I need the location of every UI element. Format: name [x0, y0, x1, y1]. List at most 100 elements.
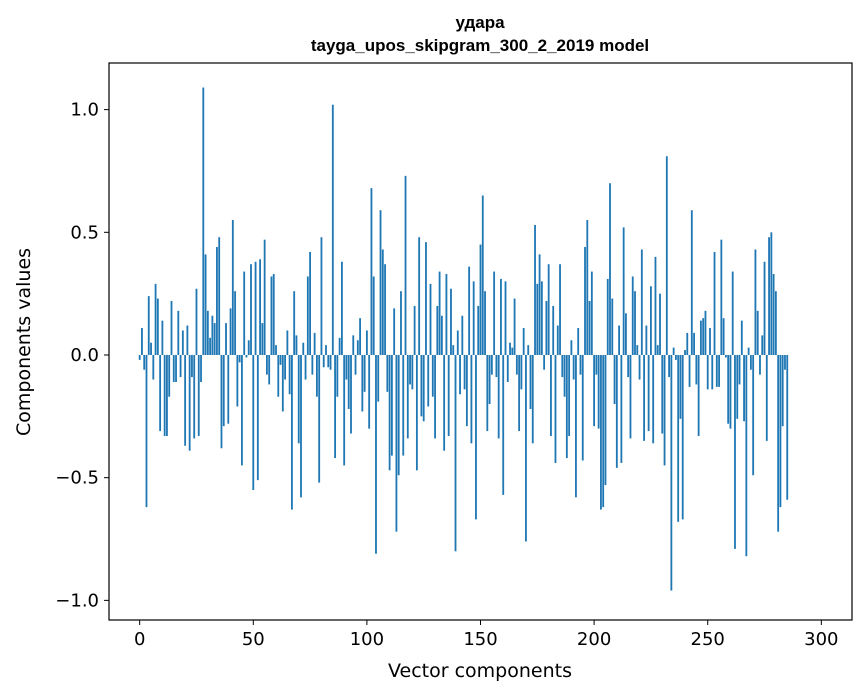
- bar: [320, 237, 323, 355]
- bar: [652, 355, 655, 444]
- bar: [356, 340, 359, 355]
- bar: [170, 301, 173, 355]
- bar: [629, 355, 632, 439]
- bar: [656, 345, 659, 355]
- bar: [418, 237, 421, 355]
- bar: [663, 355, 666, 466]
- bar: [284, 355, 286, 380]
- bar: [231, 220, 234, 355]
- bar: [770, 232, 773, 355]
- bar: [452, 345, 455, 355]
- bar: [268, 355, 271, 385]
- bar: [534, 224, 536, 355]
- bar: [227, 355, 230, 424]
- bar: [529, 355, 532, 409]
- bar: [277, 355, 280, 397]
- bar: [731, 271, 734, 355]
- bar: [625, 313, 627, 355]
- bar: [754, 249, 757, 355]
- bar: [261, 323, 264, 355]
- bar: [486, 355, 489, 432]
- bar: [720, 239, 723, 355]
- bar: [195, 288, 198, 355]
- bar: [699, 320, 702, 355]
- bar: [238, 355, 241, 363]
- bar: [454, 355, 457, 552]
- bar: [536, 283, 539, 355]
- bar: [247, 340, 250, 355]
- bar: [729, 355, 732, 429]
- bar: [727, 355, 730, 424]
- bar: [259, 259, 262, 355]
- bar: [515, 355, 518, 375]
- chart-title-line-1: удара: [455, 13, 505, 32]
- bar: [206, 310, 209, 355]
- bar: [406, 355, 409, 439]
- bar: [704, 310, 707, 355]
- bar: [618, 325, 621, 355]
- bar: [286, 330, 289, 355]
- bar: [440, 315, 443, 355]
- bar: [597, 355, 600, 429]
- bar: [200, 355, 202, 382]
- bar: [713, 251, 716, 355]
- bar: [436, 305, 439, 355]
- bar: [209, 337, 212, 355]
- bar: [761, 335, 764, 355]
- bar: [243, 271, 246, 355]
- bar: [218, 237, 221, 355]
- bar: [152, 355, 155, 380]
- bar: [581, 355, 584, 461]
- bar: [291, 355, 293, 510]
- bar: [322, 355, 325, 368]
- bar: [593, 355, 596, 427]
- bar: [559, 264, 561, 355]
- plot-frame: [108, 62, 853, 621]
- bar: [506, 355, 509, 382]
- bar: [279, 355, 282, 365]
- bar: [275, 345, 277, 355]
- bar: [579, 355, 582, 375]
- bar: [497, 355, 500, 439]
- bar: [415, 355, 418, 471]
- bar: [143, 355, 146, 370]
- bar: [443, 355, 446, 451]
- bar: [622, 227, 625, 355]
- bar: [350, 355, 352, 434]
- bar: [336, 355, 339, 397]
- x-axis-label: Vector components: [388, 660, 572, 682]
- bar: [300, 355, 302, 498]
- bar: [266, 355, 268, 375]
- bar: [745, 355, 748, 557]
- bar: [377, 355, 380, 402]
- bar: [774, 291, 777, 355]
- bar: [472, 281, 475, 355]
- ticks-group: 0 50 100 150 200 250 300 −1.0 −0.5 0.0 0.5 1.0: [55, 100, 838, 650]
- bar: [263, 239, 266, 355]
- bar: [668, 355, 670, 378]
- bar: [393, 308, 396, 355]
- bar: [425, 242, 427, 355]
- bar: [786, 355, 789, 500]
- bar: [386, 355, 389, 392]
- bar: [281, 355, 284, 412]
- bar: [488, 355, 491, 405]
- bar: [340, 261, 343, 355]
- bar: [315, 355, 318, 397]
- bar: [347, 355, 350, 409]
- x-tick-label: 50: [242, 629, 265, 650]
- chart-title-line-2: tayga_upos_skipgram_300_2_2019 model: [311, 36, 649, 55]
- bar: [395, 355, 398, 532]
- bar: [334, 355, 336, 459]
- bar: [304, 355, 307, 380]
- bars-group: [138, 87, 789, 591]
- bar: [752, 355, 755, 476]
- bar: [397, 355, 400, 476]
- bar: [690, 210, 693, 355]
- bar: [216, 247, 218, 355]
- bar: [309, 251, 311, 355]
- y-tick-label: 0.0: [70, 345, 99, 366]
- bar: [493, 271, 496, 355]
- bar: [411, 355, 414, 390]
